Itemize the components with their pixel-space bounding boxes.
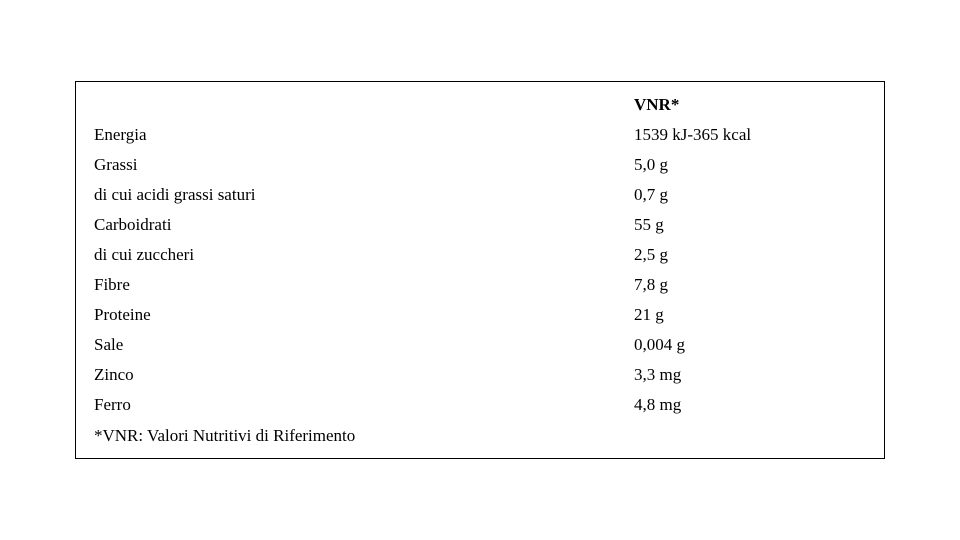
- row-label: Zinco: [94, 365, 634, 385]
- row-value: 0,004 g: [634, 335, 866, 355]
- row-label: di cui zuccheri: [94, 245, 634, 265]
- table-row: di cui zuccheri 2,5 g: [94, 240, 866, 270]
- row-value: 2,5 g: [634, 245, 866, 265]
- table-row: Zinco 3,3 mg: [94, 360, 866, 390]
- row-label: Sale: [94, 335, 634, 355]
- table-header-row: VNR*: [94, 90, 866, 120]
- table-row: di cui acidi grassi saturi 0,7 g: [94, 180, 866, 210]
- row-label: Grassi: [94, 155, 634, 175]
- table-row: Carboidrati 55 g: [94, 210, 866, 240]
- row-value: 3,3 mg: [634, 365, 866, 385]
- row-label: Fibre: [94, 275, 634, 295]
- table-footnote: *VNR: Valori Nutritivi di Riferimento: [94, 420, 866, 448]
- row-value: 1539 kJ-365 kcal: [634, 125, 866, 145]
- table-row: Energia 1539 kJ-365 kcal: [94, 120, 866, 150]
- row-value: 55 g: [634, 215, 866, 235]
- nutrition-table: VNR* Energia 1539 kJ-365 kcal Grassi 5,0…: [75, 81, 885, 459]
- table-row: Proteine 21 g: [94, 300, 866, 330]
- row-value: 5,0 g: [634, 155, 866, 175]
- table-row: Grassi 5,0 g: [94, 150, 866, 180]
- row-label: Carboidrati: [94, 215, 634, 235]
- row-label: Energia: [94, 125, 634, 145]
- table-row: Sale 0,004 g: [94, 330, 866, 360]
- row-value: 7,8 g: [634, 275, 866, 295]
- row-label: Ferro: [94, 395, 634, 415]
- row-value: 4,8 mg: [634, 395, 866, 415]
- table-row: Fibre 7,8 g: [94, 270, 866, 300]
- row-label: Proteine: [94, 305, 634, 325]
- row-value: 21 g: [634, 305, 866, 325]
- row-value: 0,7 g: [634, 185, 866, 205]
- table-row: Ferro 4,8 mg: [94, 390, 866, 420]
- row-label: di cui acidi grassi saturi: [94, 185, 634, 205]
- header-value-cell: VNR*: [634, 95, 866, 115]
